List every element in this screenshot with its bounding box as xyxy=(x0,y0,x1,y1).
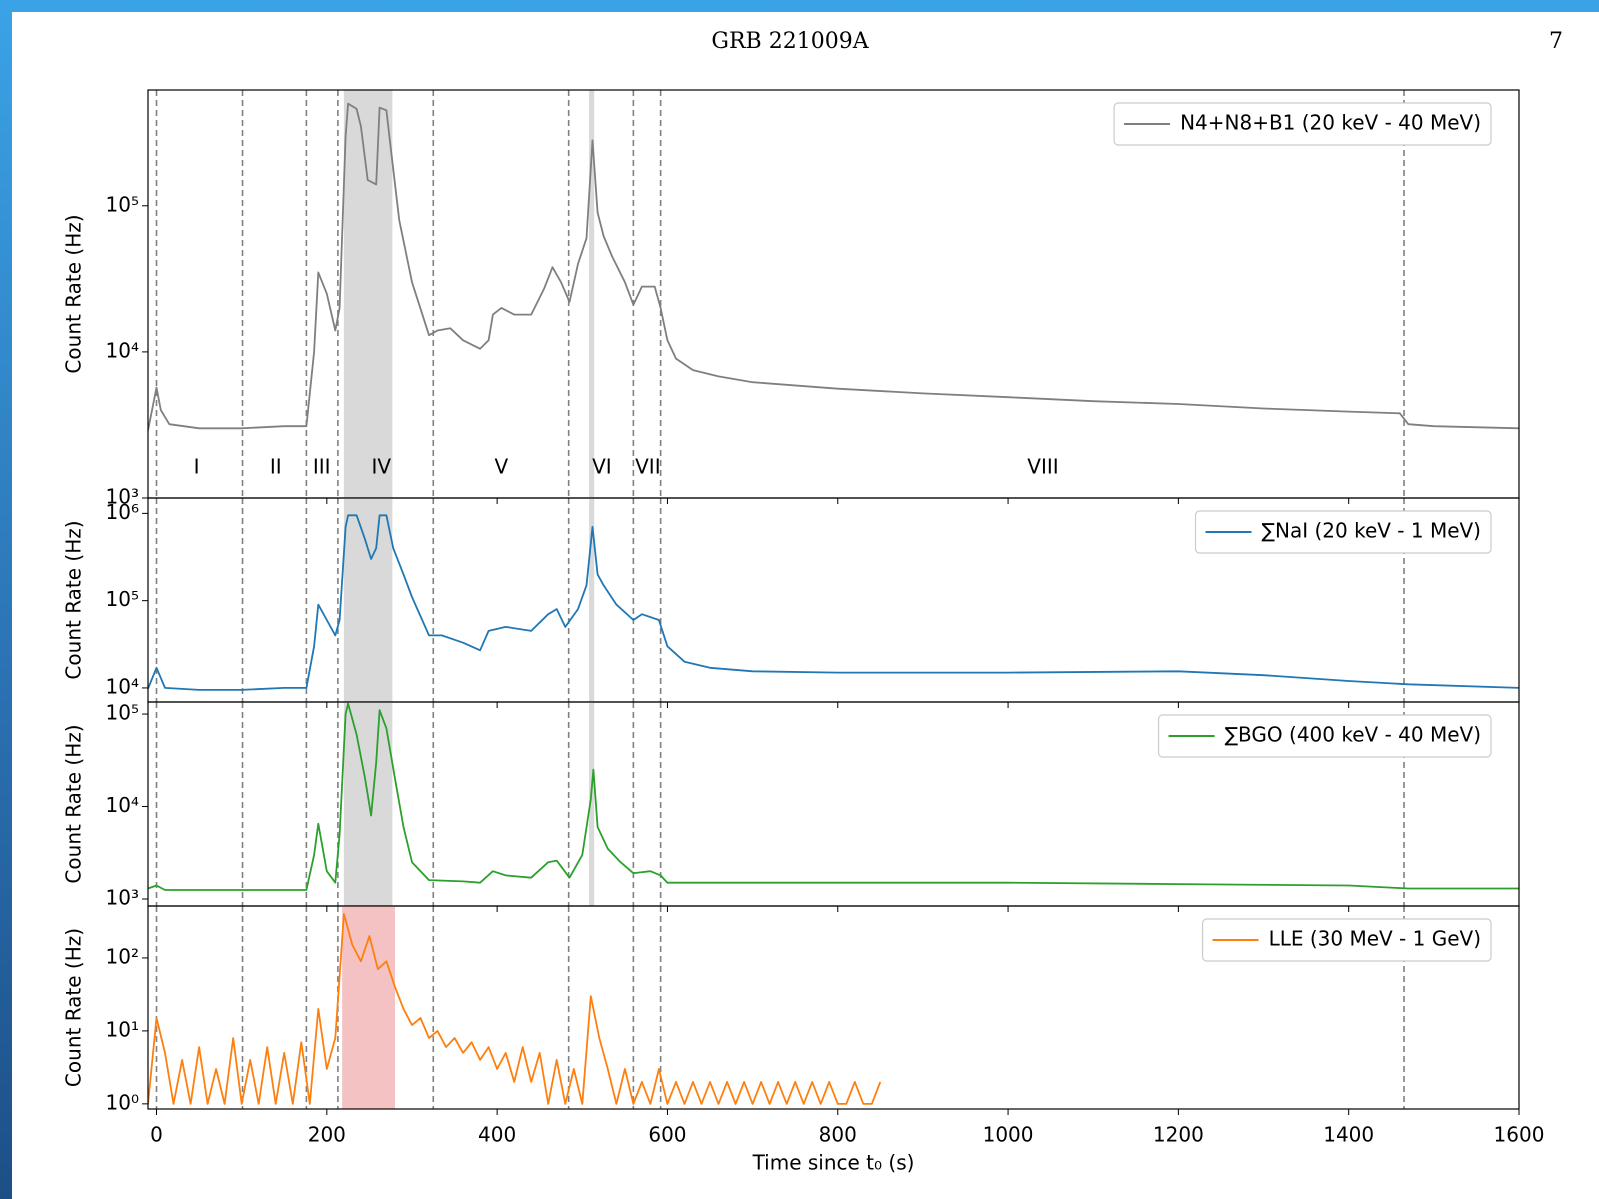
x-tick-label: 1000 xyxy=(983,1123,1034,1147)
region-label: II xyxy=(270,455,282,479)
shaded-interval xyxy=(589,702,595,906)
x-tick-label: 600 xyxy=(648,1123,686,1147)
region-label: III xyxy=(313,455,331,479)
y-axis-label: Count Rate (Hz) xyxy=(62,520,86,679)
running-title: GRB 221009A xyxy=(711,29,869,54)
light-curve xyxy=(148,702,1519,891)
shaded-interval xyxy=(589,90,595,498)
y-tick-label: 10⁴ xyxy=(106,674,139,698)
legend: LLE (30 MeV - 1 GeV) xyxy=(1201,918,1492,962)
y-tick-label: 10³ xyxy=(106,485,139,509)
region-label: IV xyxy=(372,455,392,479)
shaded-interval xyxy=(343,702,393,906)
legend-label: N4+N8+B1 (20 keV - 40 MeV) xyxy=(1180,111,1481,135)
region-label: VII xyxy=(635,455,660,479)
legend-box xyxy=(1201,918,1492,962)
legend-label: ∑NaI (20 keV - 1 MeV) xyxy=(1262,519,1481,543)
x-tick-label: 1400 xyxy=(1323,1123,1374,1147)
x-tick-label: 0 xyxy=(150,1123,163,1147)
y-tick-label: 10⁵ xyxy=(106,701,139,725)
y-tick-label: 10¹ xyxy=(106,1017,139,1041)
x-tick-label: 1200 xyxy=(1153,1123,1204,1147)
region-label: V xyxy=(495,455,509,479)
y-tick-label: 10⁵ xyxy=(106,192,139,216)
light-curve xyxy=(148,102,1519,431)
x-tick-label: 400 xyxy=(478,1123,516,1147)
legend: N4+N8+B1 (20 keV - 40 MeV) xyxy=(1113,102,1492,146)
legend-box xyxy=(1113,102,1492,146)
x-tick-label: 1600 xyxy=(1494,1123,1545,1147)
y-axis-label: Count Rate (Hz) xyxy=(62,928,86,1087)
plot-area xyxy=(148,702,1519,906)
page-number: 7 xyxy=(1549,29,1563,54)
x-tick-label: 800 xyxy=(819,1123,857,1147)
y-tick-label: 10⁵ xyxy=(106,587,139,611)
region-label: I xyxy=(194,455,200,479)
y-axis-label: Count Rate (Hz) xyxy=(62,214,86,373)
x-tick-label: 200 xyxy=(308,1123,346,1147)
y-axis-label: Count Rate (Hz) xyxy=(62,724,86,883)
y-tick-label: 10⁴ xyxy=(106,793,139,817)
sheet xyxy=(12,12,1599,1199)
plot-area xyxy=(148,498,1519,702)
shaded-interval xyxy=(589,498,595,702)
axes-frame xyxy=(147,905,1520,1110)
y-tick-label: 10³ xyxy=(106,885,139,909)
y-tick-label: 10⁶ xyxy=(106,500,139,524)
plot-area xyxy=(148,90,1519,498)
shaded-interval xyxy=(343,498,393,702)
region-label: VI xyxy=(592,455,612,479)
legend: ∑BGO (400 keV - 40 MeV) xyxy=(1157,714,1492,758)
y-tick-label: 10⁰ xyxy=(106,1090,139,1114)
legend-label: ∑BGO (400 keV - 40 MeV) xyxy=(1225,723,1481,747)
light-curve xyxy=(148,913,882,1105)
shaded-interval xyxy=(343,90,393,498)
x-axis-label: Time since t₀ (s) xyxy=(752,1151,915,1175)
y-tick-label: 10⁴ xyxy=(106,338,139,362)
legend-box xyxy=(1157,714,1492,758)
legend-box xyxy=(1194,510,1492,554)
region-label: VIII xyxy=(1027,455,1058,479)
legend: ∑NaI (20 keV - 1 MeV) xyxy=(1194,510,1492,554)
y-tick-label: 10² xyxy=(106,944,139,968)
light-curve xyxy=(148,514,1519,691)
legend-label: LLE (30 MeV - 1 GeV) xyxy=(1269,927,1481,951)
